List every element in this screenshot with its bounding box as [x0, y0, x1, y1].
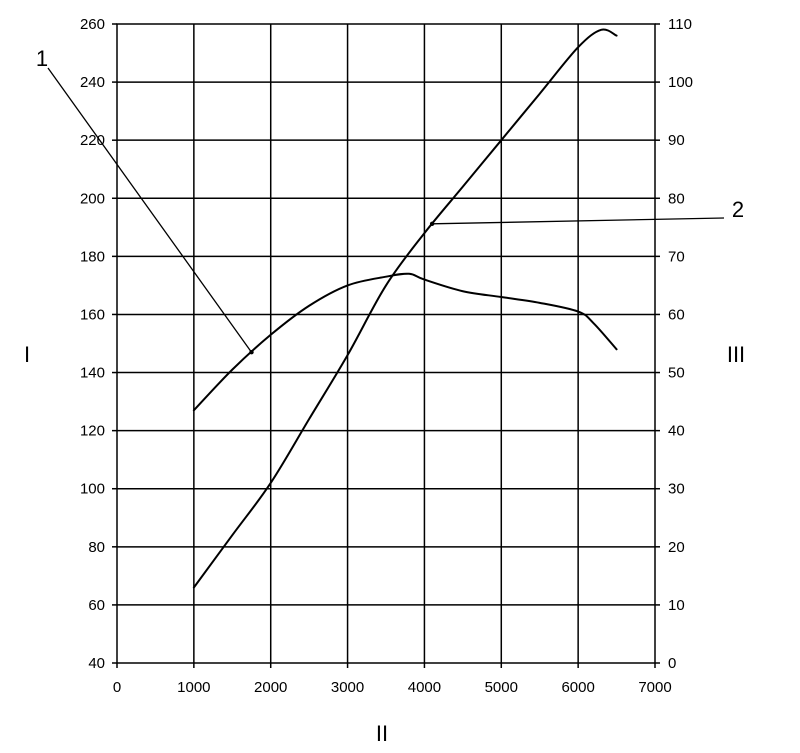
- x-tick-label: 0: [113, 679, 121, 696]
- x-tick-label: 2000: [254, 679, 287, 696]
- y-right-tick-label: 60: [668, 306, 685, 323]
- annotations: 12: [36, 46, 744, 355]
- y-right-tick-label: 0: [668, 655, 676, 672]
- y-right-tick-label: 100: [668, 74, 693, 91]
- y-right-tick-label: 40: [668, 423, 685, 440]
- callout-leader-2: [432, 217, 725, 225]
- y-axis-right-label: III: [727, 342, 745, 367]
- y-right-tick-label: 80: [668, 190, 685, 207]
- y-left-tick-label: 160: [80, 306, 105, 323]
- y-right-tick-label: 30: [668, 481, 685, 498]
- y-left-tick-label: 80: [88, 539, 105, 556]
- callout-label-2: 2: [732, 197, 744, 222]
- callout-label-1: 1: [36, 46, 48, 71]
- y-left-tick-label: 180: [80, 248, 105, 265]
- y-left-tick-label: 120: [80, 423, 105, 440]
- y-left-tick-label: 220: [80, 132, 105, 149]
- series-line-1: [192, 272, 618, 412]
- callout-leader-1: [47, 67, 253, 353]
- x-tick-label: 5000: [485, 679, 518, 696]
- grid: [112, 23, 660, 668]
- y-left-tick-label: 40: [88, 655, 105, 672]
- y-left-tick-label: 100: [80, 481, 105, 498]
- y-right-tick-label: 50: [668, 365, 685, 382]
- y-left-tick-label: 260: [80, 16, 105, 33]
- callout-dot-1: [249, 350, 254, 355]
- y-left-tick-label: 60: [88, 597, 105, 614]
- y-axis-left-label: I: [24, 342, 30, 367]
- y-right-tick-label: 110: [668, 16, 692, 33]
- y-right-tick-label: 70: [668, 248, 685, 265]
- y-right-tick-label: 90: [668, 132, 685, 149]
- x-tick-label: 6000: [561, 679, 594, 696]
- x-tick-label: 4000: [408, 679, 441, 696]
- plot-frame: [116, 23, 656, 664]
- x-tick-label: 1000: [177, 679, 210, 696]
- x-axis-label: II: [376, 721, 388, 746]
- series-lines: [192, 28, 618, 589]
- y-left-tick-label: 140: [80, 365, 105, 382]
- y-right-tick-label: 10: [668, 597, 685, 614]
- x-tick-label: 3000: [331, 679, 364, 696]
- callout-dot-2: [429, 221, 435, 227]
- y-left-tick-label: 200: [80, 190, 105, 207]
- y-left-tick-label: 240: [80, 74, 105, 91]
- y-right-tick-label: 20: [668, 539, 685, 556]
- tick-labels: 0 1000 2000 3000 4000 5000 6000 700040608010012…: [80, 16, 693, 696]
- x-tick-label: 7000: [638, 679, 671, 696]
- series-line-2: [192, 28, 618, 589]
